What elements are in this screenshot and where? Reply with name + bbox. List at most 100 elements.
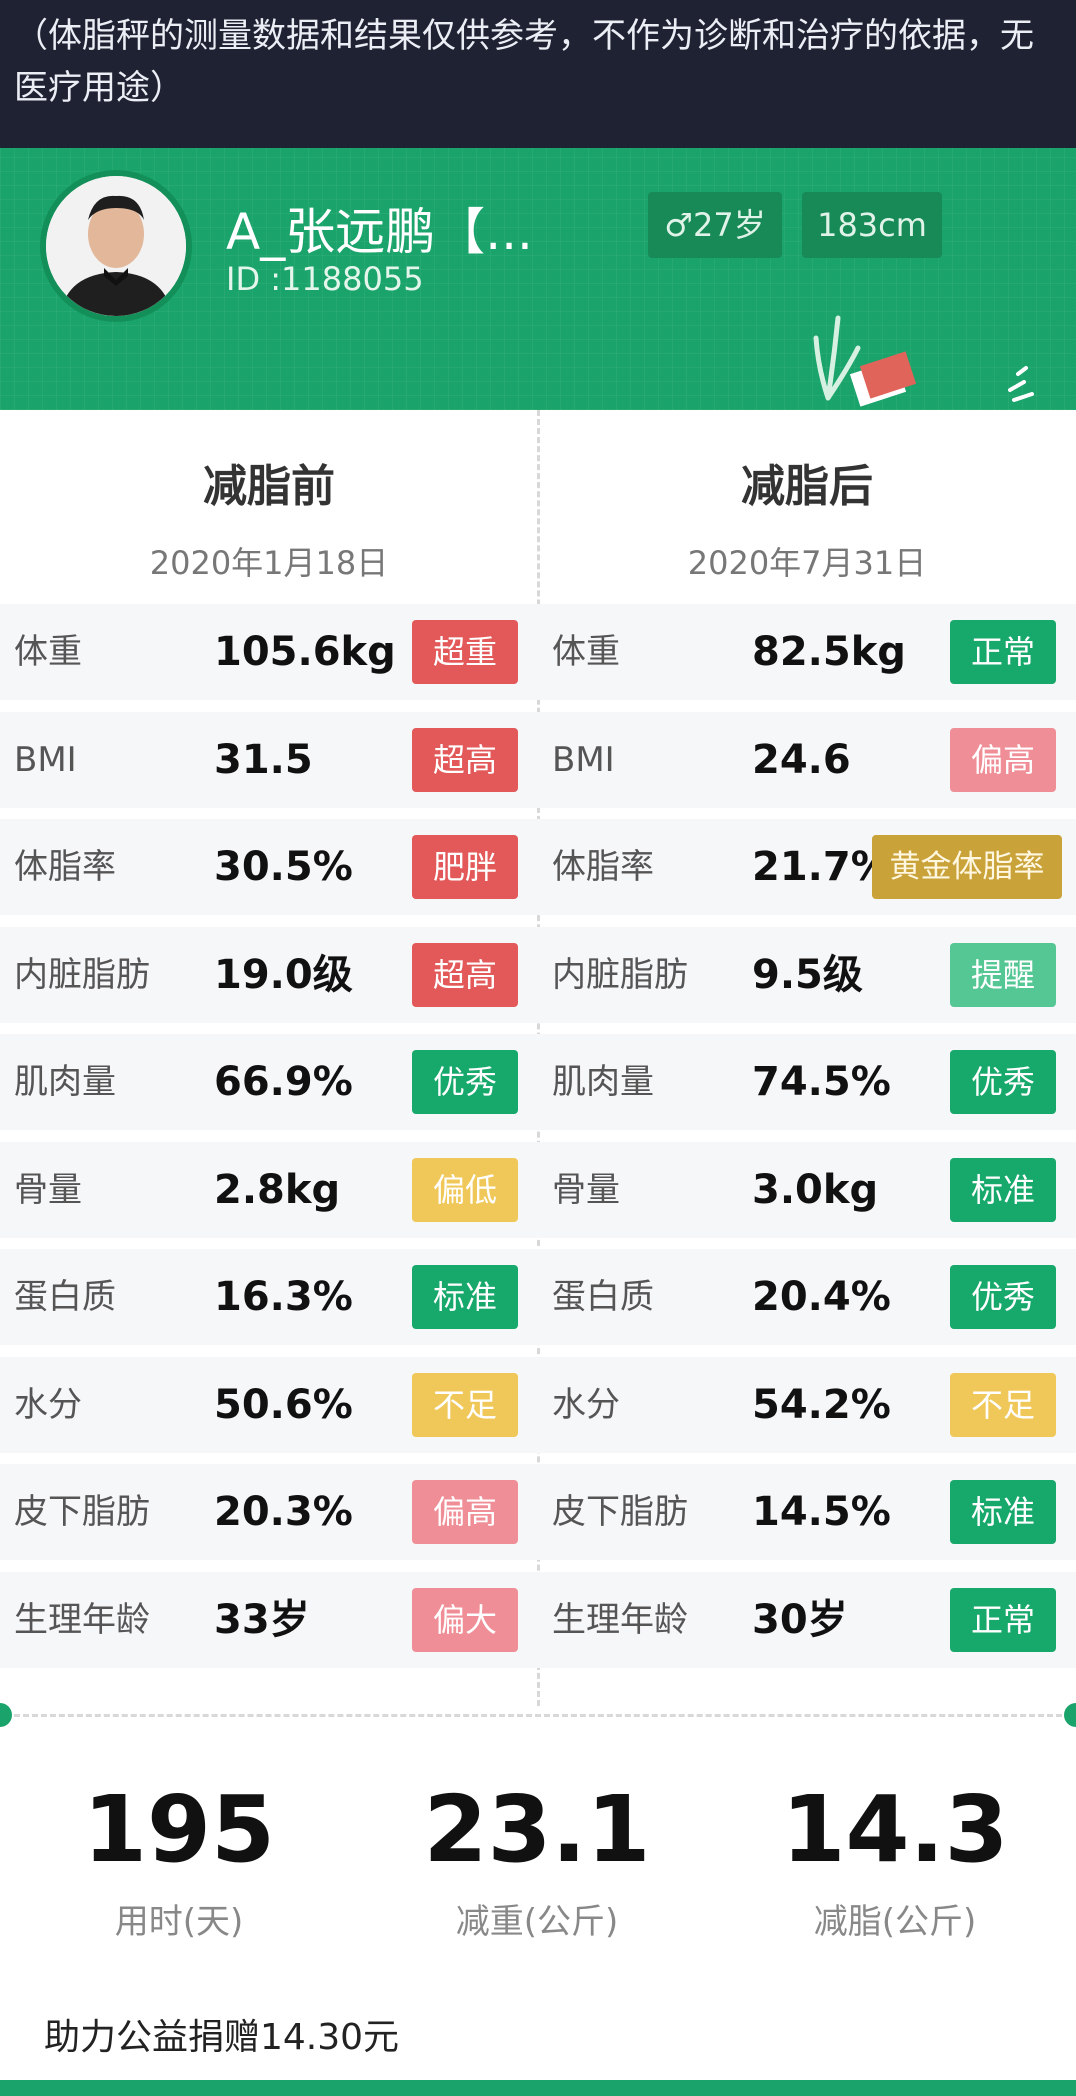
stat-label: 用时(天) — [114, 1902, 244, 1942]
metric-name: 体重 — [552, 632, 620, 672]
after-date: 2020年7月31日 — [687, 544, 927, 582]
metric-value: 33岁 — [214, 1597, 310, 1643]
disclaimer-text: （体脂秤的测量数据和结果仅供参考，不作为诊断和治疗的依据，无医疗用途） — [0, 0, 1076, 148]
metric-value: 54.2% — [752, 1382, 891, 1428]
status-badge: 标准 — [412, 1265, 518, 1329]
status-badge: 黄金体脂率 — [872, 835, 1062, 899]
status-badge: 偏低 — [412, 1158, 518, 1222]
user-name: A_张远鹏【... — [226, 203, 533, 261]
metric-value: 9.5级 — [752, 952, 863, 998]
metric-value: 66.9% — [214, 1059, 353, 1105]
metric-value: 14.5% — [752, 1489, 891, 1535]
metric-value: 2.8kg — [214, 1167, 341, 1213]
metric-value: 50.6% — [214, 1382, 353, 1428]
metric-name: 皮下脂肪 — [14, 1492, 150, 1532]
metric-name: 蛋白质 — [552, 1277, 654, 1317]
metric-name: 肌肉量 — [14, 1062, 116, 1102]
before-metric-row: 体脂率 30.5% 肥胖 — [0, 819, 538, 915]
status-badge: 标准 — [950, 1480, 1056, 1544]
after-metric-row: 体脂率 21.7% 黄金体脂率 — [538, 819, 1076, 915]
user-id: ID :1188055 — [226, 260, 424, 298]
stat-weight-loss: 23.1 减重(公斤) — [358, 1780, 716, 1943]
sparkle-decoration-icon — [1008, 366, 1034, 402]
donation-text: 助力公益捐赠14.30元 — [44, 2017, 400, 2058]
status-badge: 肥胖 — [412, 835, 518, 899]
metric-name: 生理年龄 — [14, 1600, 150, 1640]
before-metric-row: 体重 105.6kg 超重 — [0, 604, 538, 700]
stat-value: 23.1 — [423, 1776, 651, 1883]
divider-notch-left — [0, 1703, 12, 1727]
metric-value: 16.3% — [214, 1274, 353, 1320]
status-badge: 优秀 — [950, 1050, 1056, 1114]
metric-value: 30岁 — [752, 1597, 848, 1643]
before-metric-row: 生理年龄 33岁 偏大 — [0, 1572, 538, 1668]
stat-label: 减脂(公斤) — [813, 1902, 977, 1942]
status-badge: 优秀 — [412, 1050, 518, 1114]
before-metric-row: 内脏脂肪 19.0级 超高 — [0, 927, 538, 1023]
bottom-bar — [0, 2080, 1076, 2096]
status-badge: 不足 — [412, 1373, 518, 1437]
status-badge: 不足 — [950, 1373, 1056, 1437]
before-metric-row: 骨量 2.8kg 偏低 — [0, 1142, 538, 1238]
gender-age-tag: ♂27岁 — [648, 192, 782, 258]
status-badge: 偏大 — [412, 1588, 518, 1652]
status-badge: 正常 — [950, 620, 1056, 684]
metric-value: 19.0级 — [214, 952, 353, 998]
status-badge: 标准 — [950, 1158, 1056, 1222]
metric-name: 骨量 — [552, 1170, 620, 1210]
status-badge: 偏高 — [950, 728, 1056, 792]
after-metric-row: 体重 82.5kg 正常 — [538, 604, 1076, 700]
after-metric-row: 皮下脂肪 14.5% 标准 — [538, 1464, 1076, 1560]
metric-value: 105.6kg — [214, 629, 396, 675]
status-badge: 超重 — [412, 620, 518, 684]
avatar[interactable] — [40, 170, 192, 322]
metric-name: 生理年龄 — [552, 1600, 688, 1640]
after-title: 减脂后 — [741, 461, 873, 512]
metric-name: 蛋白质 — [14, 1277, 116, 1317]
before-metric-row: BMI 31.5 超高 — [0, 712, 538, 808]
metric-value: 21.7% — [752, 844, 891, 890]
before-metric-row: 水分 50.6% 不足 — [0, 1357, 538, 1453]
profile-header: A_张远鹏【... ID :1188055 ♂27岁 183cm — [0, 148, 1076, 410]
stat-days: 195 用时(天) — [0, 1780, 358, 1943]
metric-name: 皮下脂肪 — [552, 1492, 688, 1532]
metric-name: 水分 — [552, 1385, 620, 1425]
after-header: 减脂后 2020年7月31日 — [538, 450, 1076, 584]
before-metric-row: 肌肉量 66.9% 优秀 — [0, 1034, 538, 1130]
metric-value: 20.4% — [752, 1274, 891, 1320]
after-metric-row: 肌肉量 74.5% 优秀 — [538, 1034, 1076, 1130]
before-title: 减脂前 — [203, 461, 335, 512]
metric-name: 体脂率 — [552, 847, 654, 887]
metric-value: 20.3% — [214, 1489, 353, 1535]
status-badge: 正常 — [950, 1588, 1056, 1652]
after-metric-row: 骨量 3.0kg 标准 — [538, 1142, 1076, 1238]
status-badge: 提醒 — [950, 943, 1056, 1007]
after-metric-row: BMI 24.6 偏高 — [538, 712, 1076, 808]
status-badge: 超高 — [412, 728, 518, 792]
metric-name: 内脏脂肪 — [14, 955, 150, 995]
metric-value: 3.0kg — [752, 1167, 879, 1213]
after-metric-row: 内脏脂肪 9.5级 提醒 — [538, 927, 1076, 1023]
hand-book-decoration-icon — [813, 315, 917, 407]
divider-notch-right — [1064, 1703, 1076, 1727]
metric-name: 肌肉量 — [552, 1062, 654, 1102]
stat-label: 减重(公斤) — [455, 1902, 619, 1942]
metric-value: 74.5% — [752, 1059, 891, 1105]
metric-name: 骨量 — [14, 1170, 82, 1210]
before-date: 2020年1月18日 — [149, 544, 389, 582]
status-badge: 偏高 — [412, 1480, 518, 1544]
before-header: 减脂前 2020年1月18日 — [0, 450, 538, 584]
metric-value: 31.5 — [214, 737, 313, 783]
metric-name: 体脂率 — [14, 847, 116, 887]
metric-value: 30.5% — [214, 844, 353, 890]
stat-value: 14.3 — [781, 1776, 1009, 1883]
status-badge: 优秀 — [950, 1265, 1056, 1329]
metric-name: 体重 — [14, 632, 82, 672]
metric-value: 24.6 — [752, 737, 851, 783]
metric-name: BMI — [14, 740, 77, 780]
after-metric-row: 蛋白质 20.4% 优秀 — [538, 1249, 1076, 1345]
stat-fat-loss: 14.3 减脂(公斤) — [716, 1780, 1074, 1943]
height-tag: 183cm — [802, 192, 942, 258]
metric-value: 82.5kg — [752, 629, 906, 675]
metric-name: 水分 — [14, 1385, 82, 1425]
